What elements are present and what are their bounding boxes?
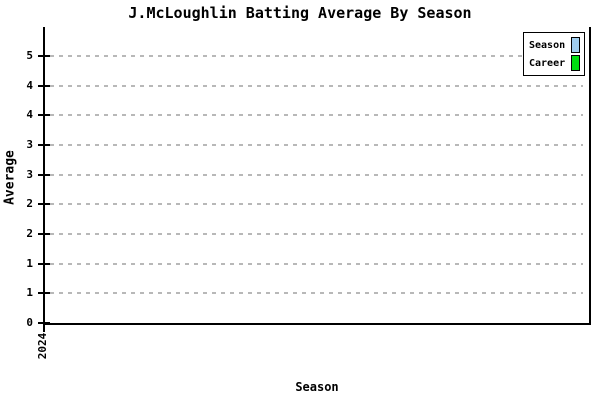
- gridline: [50, 55, 583, 57]
- y-tick-label: 3: [26, 138, 33, 151]
- y-tick-label: 1: [26, 256, 33, 270]
- gridline: [50, 233, 583, 235]
- legend: Season Career: [523, 32, 585, 76]
- season-swatch: [571, 37, 580, 53]
- y-tick: [38, 292, 50, 295]
- y-tick: [38, 114, 50, 117]
- y-tick-label: 5: [26, 49, 33, 62]
- legend-item: Season: [529, 36, 580, 54]
- legend-item: Career: [529, 54, 580, 72]
- gridline: [50, 292, 583, 295]
- gridline: [50, 84, 583, 87]
- y-tick-label: 2: [26, 227, 33, 240]
- y-tick: [38, 233, 50, 235]
- x-axis-label: Season: [295, 380, 339, 394]
- plot-area: 5 4 4 3 3 2 2 1 1 0 2024: [26, 27, 591, 359]
- y-tick: [38, 84, 50, 87]
- gridline: [50, 114, 583, 117]
- y-tick: [38, 203, 50, 206]
- gridline: [50, 173, 583, 176]
- y-tick-label: 3: [26, 167, 33, 181]
- legend-label: Season: [529, 39, 566, 51]
- y-tick-label: 2: [26, 197, 33, 211]
- y-tick: [38, 322, 50, 324]
- gridline: [50, 144, 583, 146]
- career-swatch: [571, 55, 580, 71]
- chart-title: J.McLoughlin Batting Average By Season: [128, 4, 472, 22]
- gridline: [50, 262, 583, 265]
- y-tick-label: 4: [26, 108, 33, 122]
- y-tick-label: 0: [26, 316, 33, 329]
- y-tick: [38, 55, 50, 57]
- y-tick-label: 1: [26, 286, 33, 300]
- legend-label: Career: [529, 57, 566, 69]
- x-tick-label: 2024: [36, 332, 49, 360]
- y-tick: [38, 144, 50, 146]
- y-tick-label: 4: [26, 78, 33, 92]
- y-tick: [38, 262, 50, 265]
- y-tick: [38, 173, 50, 176]
- gridline: [50, 203, 583, 206]
- x-tick: [43, 325, 45, 332]
